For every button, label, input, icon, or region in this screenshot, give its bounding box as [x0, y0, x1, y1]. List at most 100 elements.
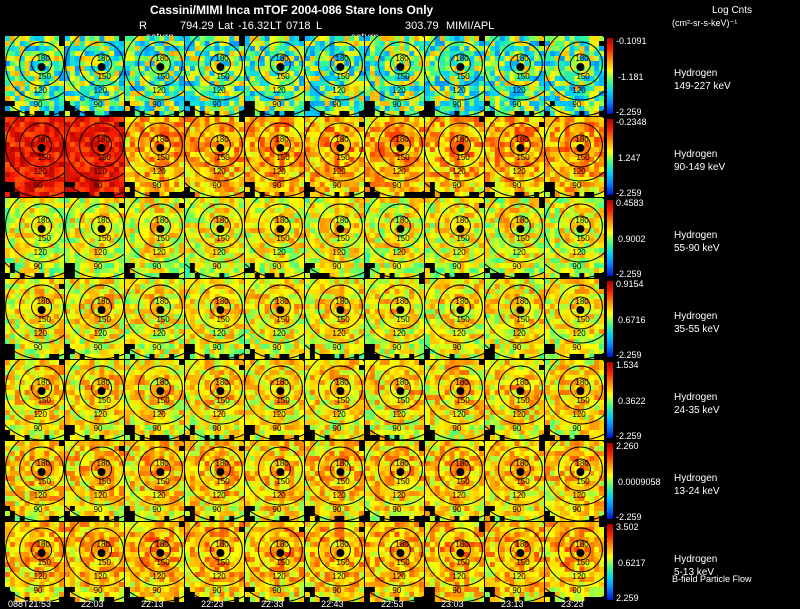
heatmap-cell: [65, 253, 71, 259]
heatmap-cell: [119, 162, 124, 168]
contour-label: 120: [572, 167, 586, 176]
heatmap-cell: [489, 66, 496, 72]
heatmap-cell: [389, 147, 395, 153]
heatmap-cell: [24, 177, 30, 183]
heatmap-cell: [439, 36, 445, 42]
heatmap-cell: [429, 152, 436, 158]
heatmap-cell: [19, 218, 25, 224]
heatmap-cell: [174, 198, 180, 204]
heatmap-cell: [239, 46, 244, 52]
heatmap-cell: [234, 218, 240, 224]
contour-label: 90: [332, 100, 341, 109]
heatmap-cell: [209, 238, 215, 244]
contour-label: 150: [336, 153, 350, 162]
heatmap-cell: [185, 122, 191, 128]
heatmap-cell: [539, 162, 544, 168]
heatmap-cell: [584, 36, 590, 42]
heatmap-cell: [559, 127, 565, 133]
contour-label: 180: [275, 135, 289, 144]
heatmap-cell: [439, 192, 445, 197]
contour-line-150: [197, 122, 243, 168]
heatmap-cell: [94, 51, 100, 57]
heatmap-cell: [514, 167, 520, 173]
heatmap-cell: [254, 36, 261, 42]
heatmap-cell: [305, 61, 311, 67]
heatmap-cell: [584, 147, 590, 153]
heatmap-cell: [159, 172, 165, 178]
heatmap-cell: [79, 243, 85, 249]
heatmap-cell: [74, 101, 81, 107]
heatmap-cell: [524, 96, 530, 102]
heatmap-cell: [5, 91, 11, 97]
heatmap-cell: [204, 253, 210, 259]
heatmap-cell: [474, 132, 480, 138]
heatmap-cell: [149, 51, 155, 57]
heatmap-cell: [209, 182, 215, 188]
heatmap-cell: [365, 137, 371, 143]
heatmap-cell: [224, 147, 230, 153]
heatmap-cell: [149, 101, 155, 107]
heatmap-cell: [129, 76, 136, 82]
heatmap-cell: [444, 142, 450, 148]
contour-line-180: [509, 134, 531, 156]
heatmap-cell: [439, 137, 445, 143]
heatmap-cell: [319, 96, 325, 102]
heatmap-cell: [314, 46, 321, 52]
heatmap-cell: [49, 41, 55, 47]
heatmap-cell: [125, 111, 131, 116]
heatmap-cell: [444, 86, 450, 92]
heatmap-cell: [49, 233, 55, 239]
heatmap-cell: [129, 223, 136, 229]
heatmap-cell: [19, 56, 25, 62]
heatmap-cell: [569, 46, 575, 52]
heatmap-cell: [365, 182, 371, 188]
heatmap-cell: [514, 106, 520, 112]
heatmap-cell: [425, 61, 431, 67]
heatmap-cell: [159, 238, 165, 244]
heatmap-cell: [494, 177, 501, 183]
heatmap-cell: [279, 36, 285, 42]
heatmap-cell: [464, 106, 470, 112]
heatmap-cell: [594, 96, 600, 102]
heatmap-cell: [149, 223, 155, 229]
heatmap-cell: [209, 117, 215, 123]
heatmap-cell: [164, 243, 170, 249]
heatmap-cell: [299, 187, 304, 193]
heatmap-cell: [104, 127, 110, 133]
heatmap-cell: [524, 137, 530, 143]
heatmap-cell: [444, 41, 450, 47]
heatmap-cell: [209, 91, 215, 97]
heatmap-cell: [69, 223, 76, 229]
heatmap-cell: [259, 213, 265, 219]
heatmap-cell: [294, 86, 300, 92]
heatmap-cell: [294, 132, 300, 138]
heatmap-cell: [379, 61, 385, 67]
heatmap-cell: [194, 91, 201, 97]
heatmap-cell: [449, 167, 455, 173]
heatmap-cell: [204, 51, 210, 57]
heatmap-cell: [319, 71, 325, 77]
heatmap-cell: [179, 223, 184, 229]
heatmap-cell: [154, 192, 160, 197]
heatmap-cell: [199, 248, 205, 254]
heatmap-cell: [9, 213, 16, 219]
heatmap-cell: [389, 192, 395, 197]
heatmap-cell: [204, 208, 210, 214]
heatmap-cell: [114, 263, 120, 269]
heatmap-cell: [329, 46, 335, 52]
heatmap-cell: [289, 192, 295, 197]
heatmap-cell: [9, 122, 16, 128]
heatmap-cell: [269, 187, 275, 193]
heatmap-cell: [199, 218, 205, 224]
heatmap-cell: [499, 46, 505, 52]
heatmap-cell: [24, 213, 30, 219]
heatmap-cell: [529, 127, 535, 133]
heatmap-cell: [299, 101, 304, 107]
heatmap-cell: [49, 91, 55, 97]
heatmap-cell: [429, 177, 436, 183]
heatmap-cell: [489, 177, 496, 183]
heatmap-cell: [264, 223, 270, 229]
heatmap-cell: [59, 101, 64, 107]
heatmap-cell: [159, 36, 165, 42]
contour-line-150: [197, 203, 243, 249]
